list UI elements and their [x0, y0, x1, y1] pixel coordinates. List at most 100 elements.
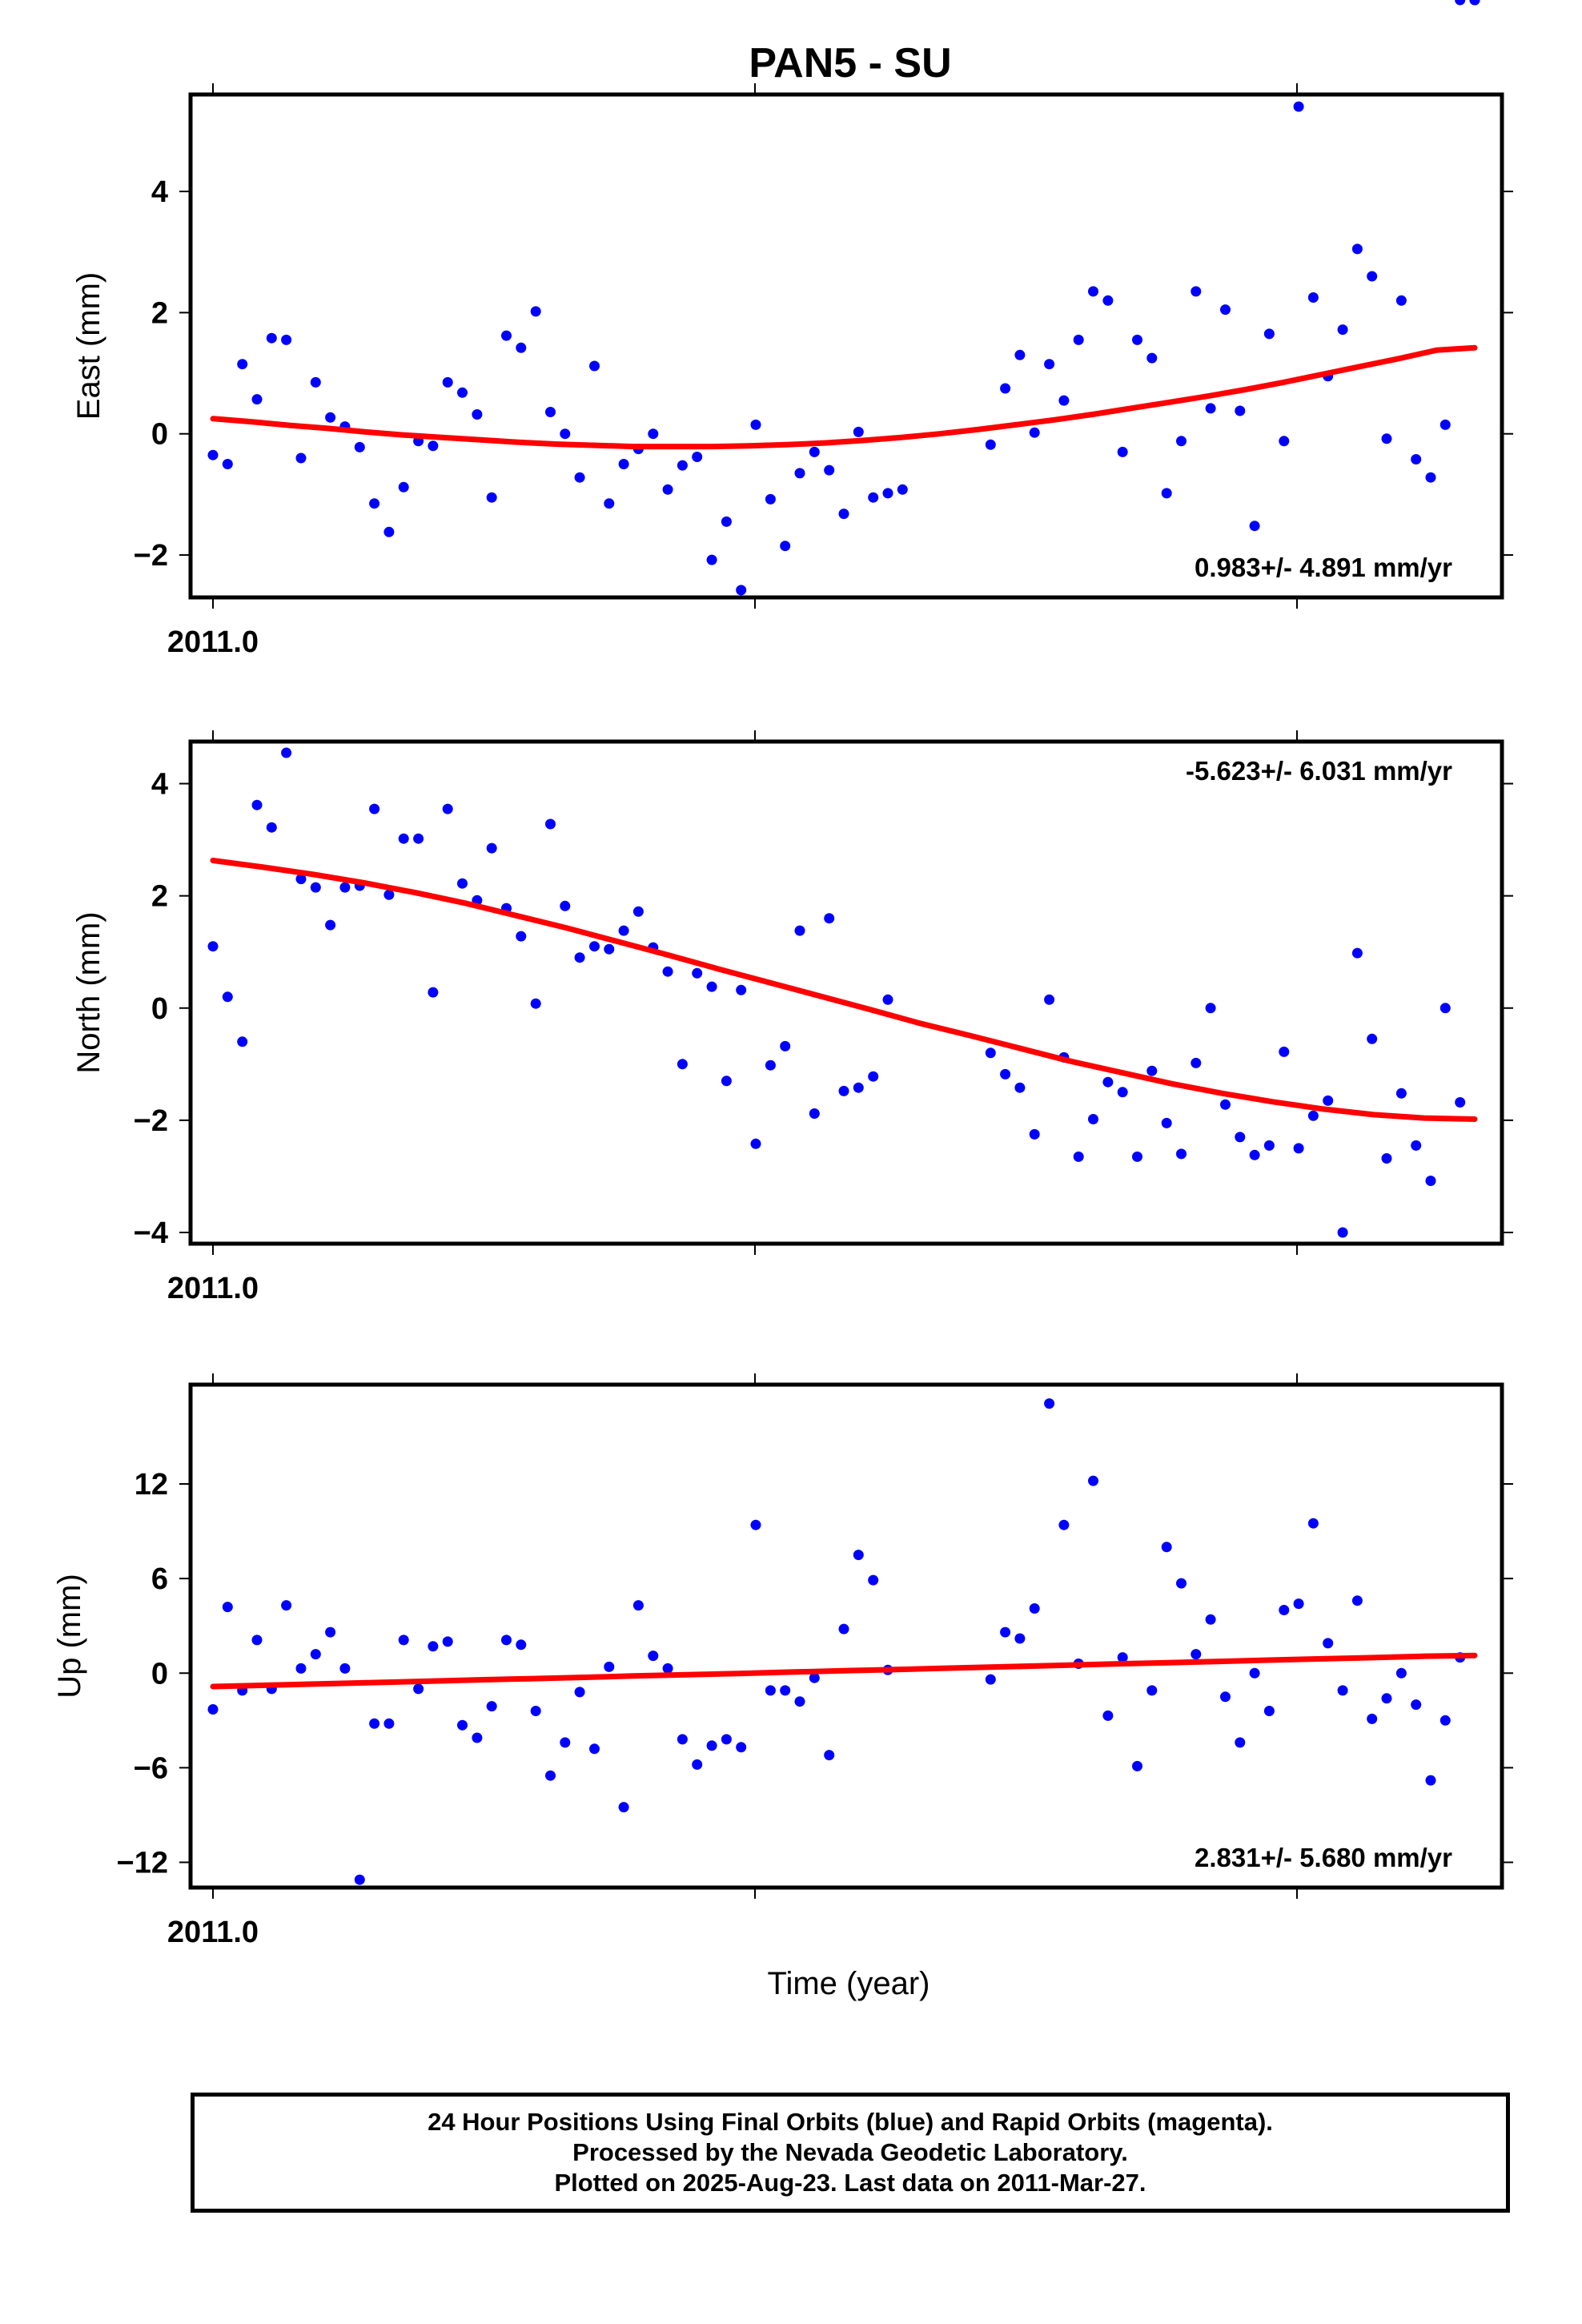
- panel-2: 2011.0 −4 −2 0 2 4 North (mm) -5.623+/- 6.031 m…: [71, 0, 1513, 1305]
- data-point: [809, 1108, 820, 1119]
- data-point: [1117, 1087, 1128, 1098]
- data-point: [1249, 521, 1260, 532]
- data-point: [237, 359, 248, 370]
- data-point: [383, 1718, 395, 1729]
- data-point: [809, 446, 820, 457]
- data-point: [632, 1600, 644, 1611]
- data-point: [1146, 1065, 1158, 1076]
- caption-line-processor: Processed by the Nevada Geodetic Laborat…: [572, 2138, 1128, 2166]
- data-point: [706, 554, 717, 565]
- data-point: [692, 452, 703, 462]
- data-point: [604, 1661, 615, 1672]
- data-point: [1088, 1475, 1098, 1486]
- plot-frame: [188, 1382, 1504, 1890]
- data-point: [1176, 1148, 1186, 1160]
- data-point: [706, 981, 717, 992]
- data-point: [325, 412, 336, 423]
- data-point: [1381, 1693, 1392, 1704]
- data-point: [251, 394, 263, 405]
- data-point: [486, 492, 497, 503]
- data-point: [1073, 334, 1084, 345]
- y-axis-label: North (mm): [71, 911, 106, 1073]
- data-point: [1263, 328, 1275, 340]
- data-point: [794, 1696, 805, 1707]
- data-point: [295, 874, 307, 885]
- data-point: [222, 991, 233, 1003]
- data-point: [868, 1574, 879, 1586]
- data-point: [1279, 1046, 1290, 1057]
- data-point: [516, 1639, 527, 1651]
- data-point: [369, 498, 380, 509]
- data-point: [1235, 1737, 1246, 1748]
- data-point: [632, 906, 644, 917]
- data-point: [281, 334, 292, 345]
- data-point: [1411, 1699, 1422, 1711]
- data-point: [794, 925, 805, 936]
- data-point: [1220, 304, 1231, 316]
- data-point: [721, 516, 732, 527]
- y-tick-label: 2: [151, 296, 168, 330]
- data-point: [721, 1734, 732, 1745]
- data-point: [1000, 1626, 1011, 1638]
- data-point: [516, 931, 527, 942]
- data-point: [1161, 488, 1172, 499]
- data-point: [1439, 1003, 1451, 1014]
- plot-frame: [188, 739, 1504, 1246]
- data-point: [604, 498, 615, 509]
- data-point: [1088, 286, 1098, 297]
- x-tick-label: 2011.0: [167, 625, 259, 659]
- data-point: [1279, 1605, 1290, 1615]
- data-point: [339, 882, 351, 893]
- data-point: [1191, 286, 1202, 297]
- data-point: [1073, 1151, 1084, 1162]
- data-point: [354, 1874, 365, 1885]
- data-point: [1235, 405, 1246, 416]
- data-point: [765, 1059, 776, 1071]
- data-point: [1367, 271, 1378, 282]
- data-point: [530, 306, 541, 317]
- data-point: [310, 882, 321, 893]
- data-point: [281, 747, 292, 758]
- data-point: [1044, 359, 1055, 370]
- data-point: [442, 1636, 453, 1647]
- data-point: [765, 1685, 776, 1696]
- data-point: [1323, 1638, 1334, 1649]
- data-point: [882, 488, 893, 499]
- data-point: [736, 585, 747, 596]
- data-point: [750, 419, 761, 430]
- data-point: [648, 1651, 659, 1662]
- data-point: [1014, 349, 1026, 360]
- data-point: [1220, 1099, 1231, 1110]
- data-point: [1337, 1685, 1348, 1696]
- data-point: [824, 913, 835, 924]
- data-point: [618, 1802, 629, 1813]
- data-point: [383, 889, 395, 900]
- data-point: [237, 1036, 248, 1047]
- data-point: [677, 1734, 688, 1745]
- data-point: [1058, 395, 1070, 406]
- data-point: [1029, 427, 1040, 438]
- data-point: [295, 452, 307, 464]
- data-point: [662, 1663, 673, 1674]
- data-point: [310, 376, 321, 388]
- data-point: [545, 818, 556, 830]
- trend-fit-line: [210, 1652, 1478, 1690]
- data-point: [457, 387, 468, 398]
- data-point: [1205, 1003, 1216, 1014]
- data-point: [1293, 101, 1304, 112]
- velocity-annotation: -5.623+/- 6.031 mm/yr: [1186, 756, 1452, 786]
- data-point: [1395, 1088, 1407, 1099]
- data-point: [1102, 295, 1114, 306]
- data-point: [677, 460, 688, 471]
- data-point: [1249, 1149, 1260, 1160]
- data-point: [472, 409, 483, 420]
- y-tick-label: 4: [151, 175, 168, 209]
- x-tick-label: 2011.0: [167, 1916, 259, 1949]
- data-point: [1146, 1685, 1158, 1696]
- data-point: [428, 1641, 439, 1652]
- data-point: [662, 484, 673, 495]
- trend-fit-line: [210, 858, 1478, 1122]
- data-point: [985, 1047, 996, 1059]
- data-point: [369, 1718, 380, 1729]
- data-point: [574, 472, 585, 483]
